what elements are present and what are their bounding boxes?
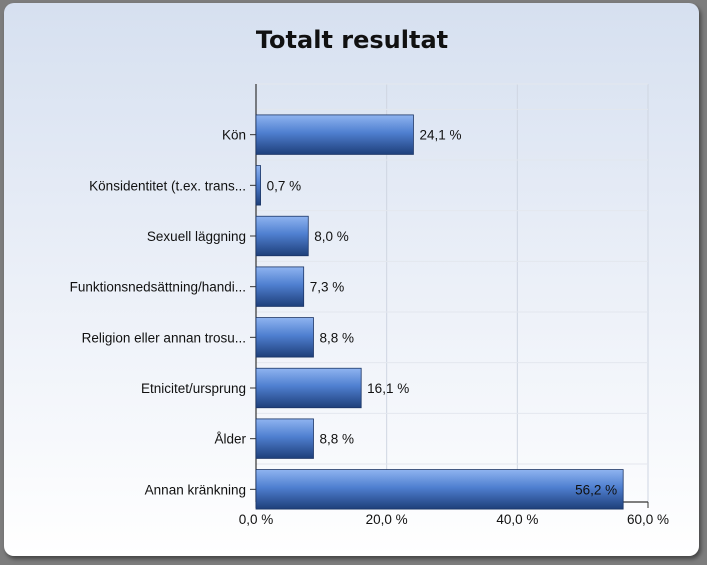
bars xyxy=(255,114,624,510)
data-label: 0,7 % xyxy=(267,178,302,193)
bar xyxy=(255,114,414,155)
category-label: Annan kränkning xyxy=(145,482,246,497)
bar xyxy=(255,215,309,257)
data-label: 56,2 % xyxy=(575,482,617,497)
bar xyxy=(255,165,261,206)
data-label: 7,3 % xyxy=(310,280,345,295)
category-label: Religion eller annan trosu... xyxy=(82,330,246,345)
category-label: Kön xyxy=(222,128,246,143)
data-label: 8,8 % xyxy=(319,330,354,345)
x-tick-label: 60,0 % xyxy=(627,512,669,527)
bar xyxy=(255,418,314,459)
bar xyxy=(255,367,362,409)
category-label: Funktionsnedsättning/handi... xyxy=(70,280,246,295)
chart-title: Totalt resultat xyxy=(256,26,448,54)
category-label: Sexuell läggning xyxy=(147,229,246,244)
data-label: 8,8 % xyxy=(319,432,354,447)
gridlines xyxy=(256,83,649,502)
x-tick-label: 0,0 % xyxy=(239,512,274,527)
x-tick-label: 40,0 % xyxy=(496,512,538,527)
category-label: Etnicitet/ursprung xyxy=(141,381,246,396)
data-label: 24,1 % xyxy=(419,128,461,143)
bar xyxy=(255,317,314,358)
data-label: 8,0 % xyxy=(314,229,349,244)
bar xyxy=(255,469,624,510)
category-label: Könsidentitet (t.ex. trans... xyxy=(89,178,246,193)
x-tick-label: 20,0 % xyxy=(366,512,408,527)
bar xyxy=(255,266,305,307)
category-label: Ålder xyxy=(214,432,246,447)
data-label: 16,1 % xyxy=(367,381,409,396)
labels: 0,0 % 20,0 % 40,0 % 60,0 % Kön 24,1 % Könsiden… xyxy=(70,128,669,527)
